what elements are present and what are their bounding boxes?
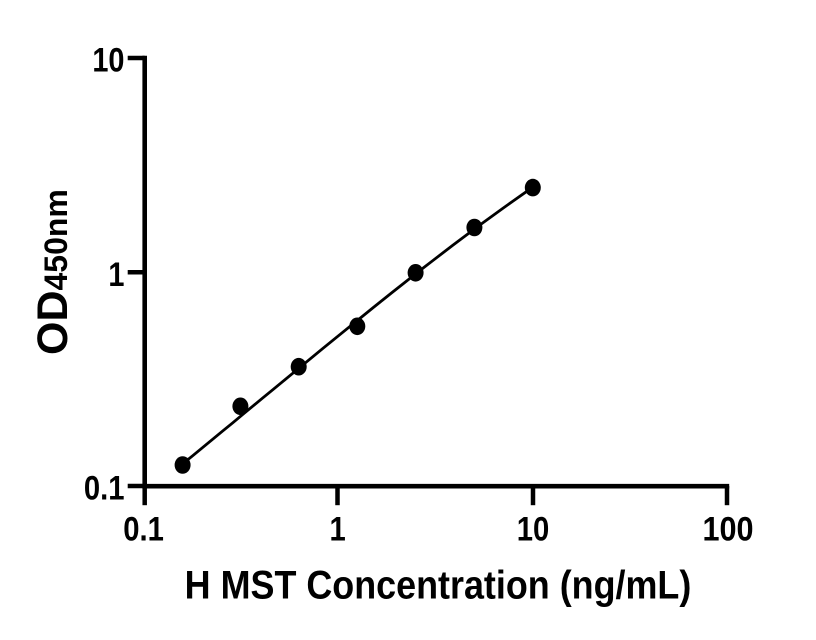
svg-text:0.1: 0.1 bbox=[123, 509, 164, 548]
svg-text:OD450nm: OD450nm bbox=[29, 189, 77, 355]
svg-text:10: 10 bbox=[92, 40, 124, 79]
svg-text:0.1: 0.1 bbox=[84, 468, 125, 507]
svg-text:1: 1 bbox=[329, 509, 345, 548]
svg-text:1: 1 bbox=[108, 255, 124, 294]
svg-text:H MST Concentration (ng/mL): H MST Concentration (ng/mL) bbox=[185, 564, 692, 608]
svg-text:10: 10 bbox=[517, 509, 550, 548]
svg-text:100: 100 bbox=[702, 510, 753, 548]
